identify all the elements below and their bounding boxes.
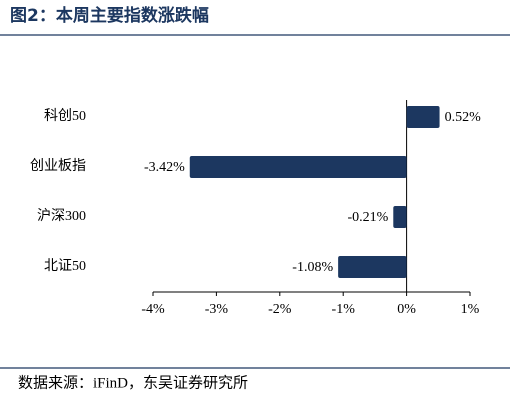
bar <box>406 106 440 128</box>
bar <box>338 256 407 278</box>
x-tick-label: 1% <box>461 302 480 317</box>
value-label: 0.52% <box>445 110 482 125</box>
value-label: -1.08% <box>292 260 333 275</box>
x-tick-label: 0% <box>397 302 416 317</box>
x-tick-label: -2% <box>268 302 292 317</box>
value-label: -0.21% <box>347 210 388 225</box>
bar <box>393 206 407 228</box>
x-tick-label: -3% <box>205 302 229 317</box>
y-tick-label: 沪深300 <box>37 208 86 224</box>
y-tick-label: 北证50 <box>44 258 86 274</box>
bar <box>189 156 407 178</box>
value-label: -3.42% <box>144 160 185 175</box>
y-tick-label: 科创50 <box>44 108 86 124</box>
y-tick-label: 创业板指 <box>30 158 86 174</box>
x-tick-label: -1% <box>332 302 356 317</box>
chart-title: 图2：本周主要指数涨跌幅 <box>10 5 209 26</box>
x-tick-label: -4% <box>141 302 165 317</box>
source-note: 数据来源：iFinD，东吴证券研究所 <box>18 374 248 391</box>
